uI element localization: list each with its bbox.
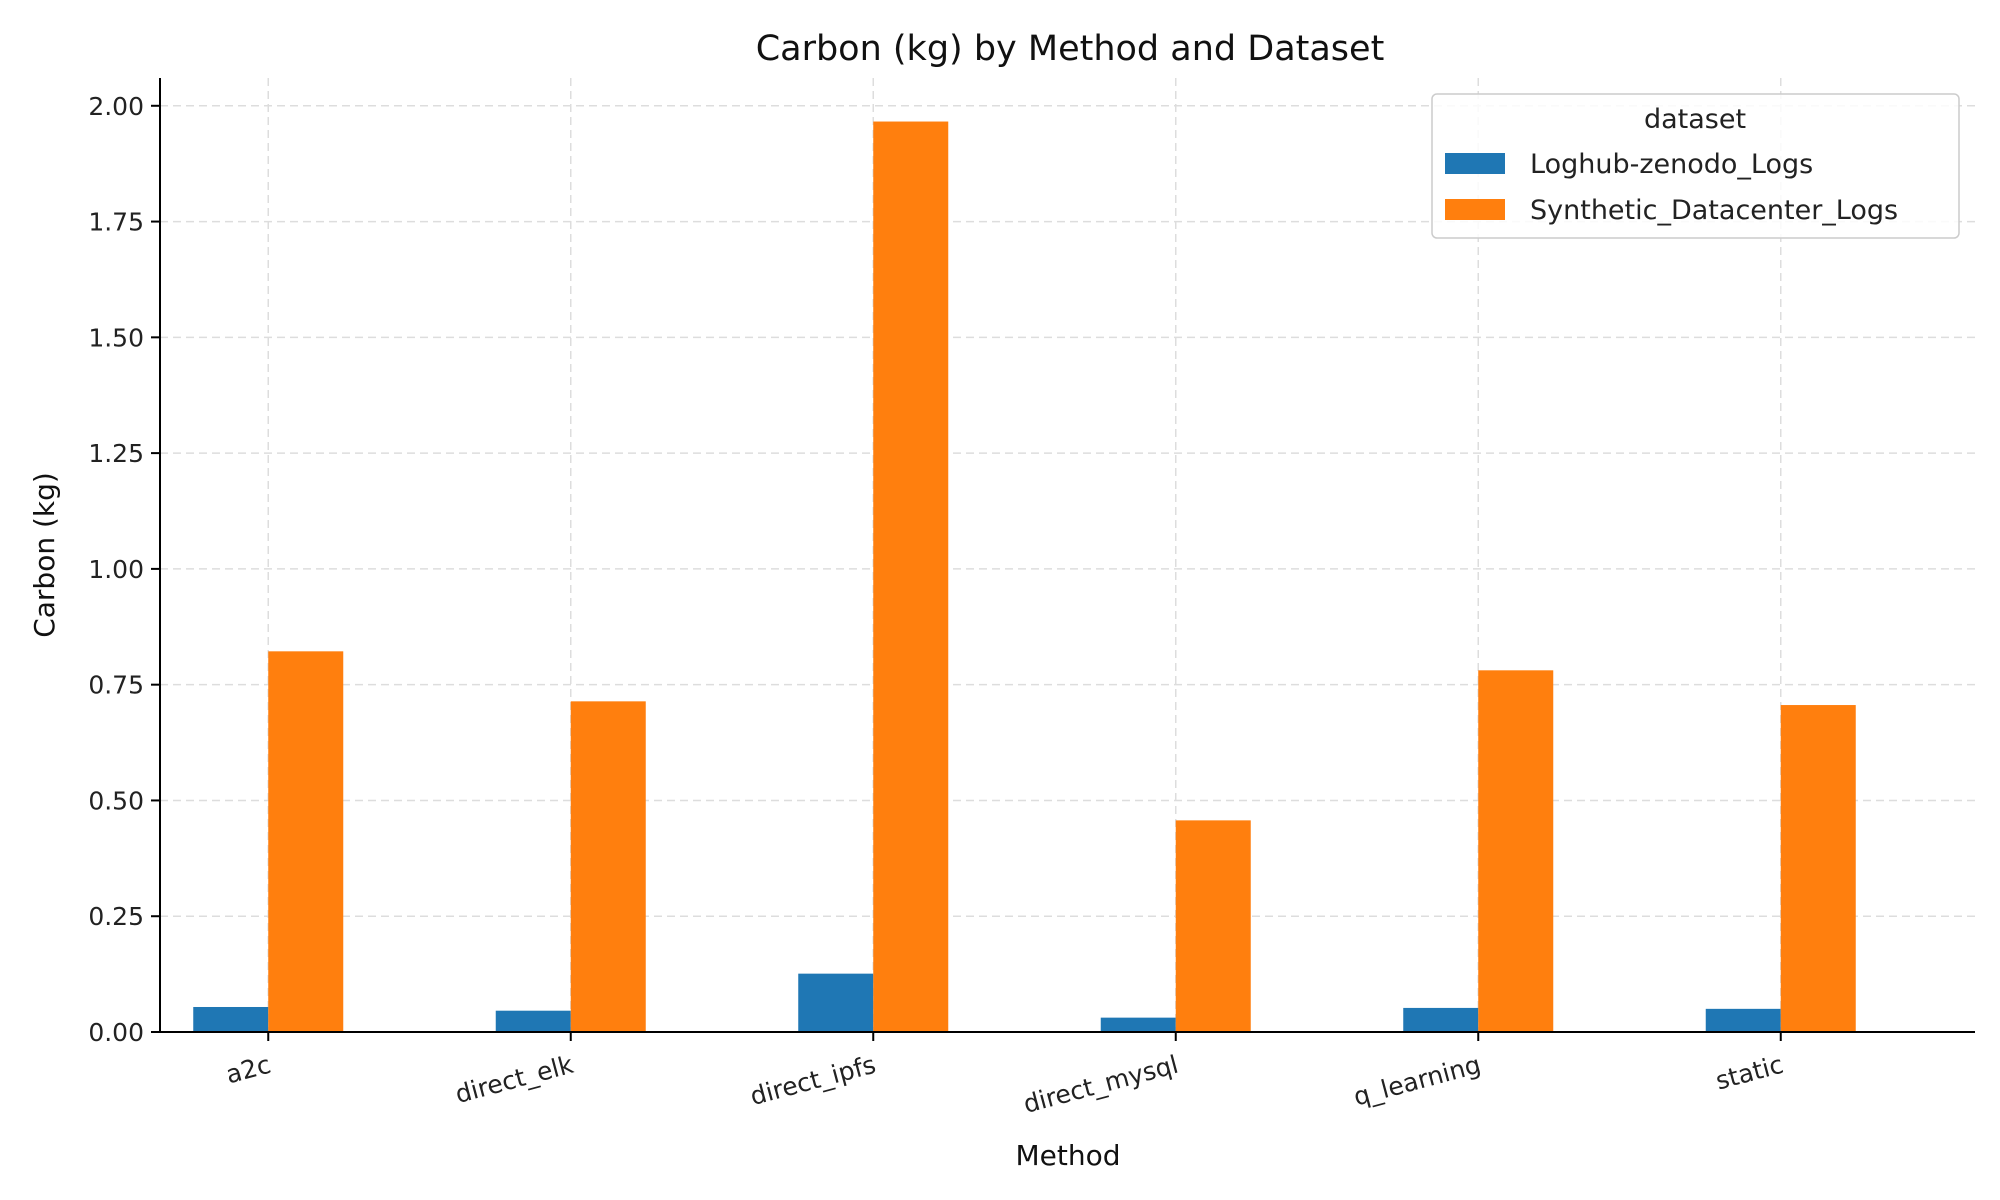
- x-tick-label: a2c: [223, 1050, 274, 1090]
- y-tick-label: 1.75: [88, 208, 144, 237]
- bar-direct-elk-loghub: [495, 1010, 571, 1032]
- y-tick-label: 1.00: [88, 555, 144, 584]
- x-tick-label: q_learning: [1350, 1050, 1483, 1112]
- axes: [159, 78, 1975, 1033]
- legend-swatch-loghub: [1445, 153, 1505, 174]
- x-ticks: a2c direct_elk direct_ipfs direct_mysql q_le…: [223, 1032, 1786, 1119]
- x-tick-label: direct_elk: [452, 1050, 577, 1109]
- y-tick-label: 1.50: [88, 323, 144, 352]
- bar-direct-elk-synthetic: [570, 701, 646, 1032]
- bar-a2c-loghub: [193, 1006, 269, 1032]
- bar-direct-ipfs-loghub: [798, 973, 874, 1032]
- x-tick-label: static: [1712, 1050, 1786, 1096]
- legend-label-loghub: Loghub-zenodo_Logs: [1530, 149, 1813, 180]
- legend-swatch-synthetic: [1445, 199, 1505, 220]
- bar-static-loghub: [1705, 1008, 1781, 1032]
- x-axis-title: Method: [1015, 1139, 1120, 1172]
- y-tick-label: 0.00: [88, 1018, 144, 1047]
- chart-title: Carbon (kg) by Method and Dataset: [756, 29, 1385, 69]
- y-ticks: 0.00 0.25 0.50 0.75 1.00 1.25 1.50 1.75 2.00: [88, 92, 160, 1047]
- legend-frame: [1431, 93, 1960, 239]
- y-tick-label: 1.25: [88, 439, 144, 468]
- bar-a2c-synthetic: [268, 651, 344, 1032]
- bar-direct-mysql-synthetic: [1175, 820, 1251, 1032]
- bar-direct-mysql-loghub: [1100, 1017, 1176, 1032]
- bar-q-learning-synthetic: [1478, 670, 1554, 1032]
- bar-direct-ipfs-synthetic: [873, 121, 949, 1032]
- bar-q-learning-loghub: [1403, 1007, 1479, 1032]
- legend-title: dataset: [1644, 104, 1746, 135]
- y-tick-label: 2.00: [88, 92, 144, 121]
- x-tick-label: direct_mysql: [1020, 1050, 1181, 1119]
- y-tick-label: 0.75: [88, 671, 144, 700]
- legend-label-synthetic: Synthetic_Datacenter_Logs: [1530, 195, 1898, 226]
- bars: [193, 121, 1856, 1032]
- bar-static-synthetic: [1780, 705, 1856, 1032]
- legend: dataset Loghub-zenodo_Logs Synthetic_Dat…: [1431, 93, 1960, 239]
- y-axis-title: Carbon (kg): [28, 472, 61, 638]
- x-tick-label: direct_ipfs: [747, 1050, 879, 1111]
- y-tick-label: 0.50: [88, 786, 144, 815]
- y-tick-label: 0.25: [88, 902, 144, 931]
